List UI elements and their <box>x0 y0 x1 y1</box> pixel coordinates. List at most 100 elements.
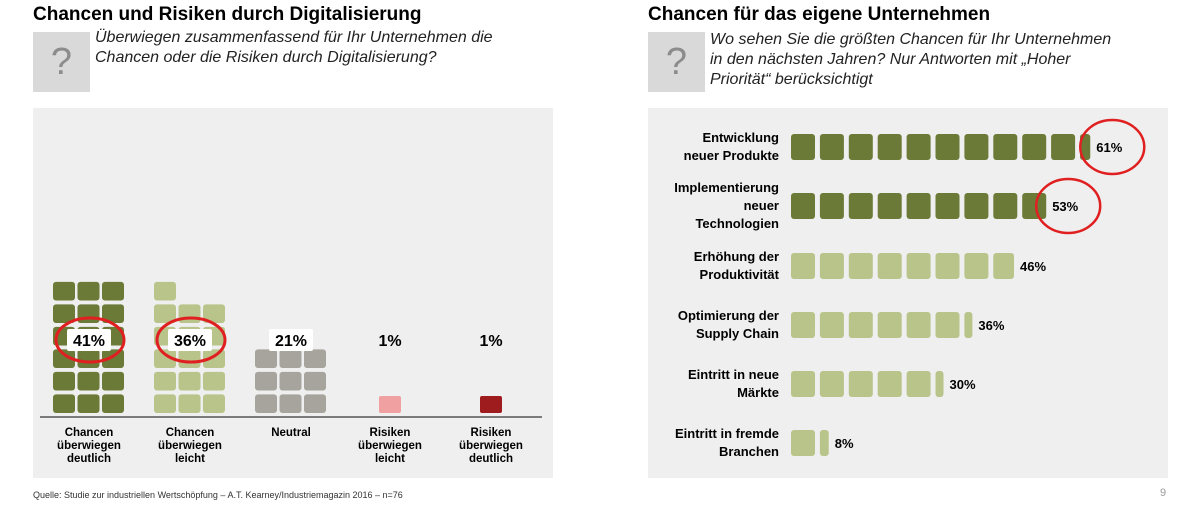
category-label: Chancen überwiegen leicht <box>158 427 222 465</box>
bar-cell <box>279 371 302 391</box>
bar-cell <box>1022 193 1047 219</box>
bar-1 <box>791 134 1091 160</box>
bar-cell <box>964 312 973 338</box>
data-label: 30% <box>950 377 976 392</box>
bar-cell <box>304 349 326 368</box>
bar-cell <box>203 304 225 323</box>
bar-cell <box>77 349 100 368</box>
bar-cell <box>848 193 873 219</box>
bar-cell <box>279 349 302 368</box>
bar-cell <box>480 396 502 413</box>
category-label: Chancen überwiegen deutlich <box>57 427 121 465</box>
bar-cell <box>102 304 124 323</box>
question-mark-icon: ? <box>648 32 705 92</box>
data-label: 46% <box>1020 259 1046 274</box>
bar-5 <box>791 371 944 397</box>
source-note: Quelle: Studie zur industriellen Wertsch… <box>33 490 403 500</box>
bar-cell <box>1051 134 1076 160</box>
bar-cell <box>203 394 225 413</box>
bar-cell <box>1080 134 1091 160</box>
data-label: 8% <box>835 436 854 451</box>
right-chart-panel <box>648 108 1168 478</box>
data-label: 41% <box>73 333 105 350</box>
bar-4 <box>379 396 401 413</box>
bar-cell <box>379 396 401 413</box>
highlight-circle <box>54 316 126 364</box>
data-label: 53% <box>1052 199 1078 214</box>
right-question-text: Wo sehen Sie die größten Chancen für Ihr… <box>710 31 1112 88</box>
left-chart-title: Chancen und Risiken durch Digitalisierun… <box>33 4 422 25</box>
bar-6 <box>791 430 829 456</box>
bar-cell <box>848 253 873 279</box>
left-bar-chart: 41% Chancen überwiegen deutlich 36% Chancen üb… <box>40 281 542 465</box>
question-mark-icon: ? <box>33 32 90 92</box>
data-label-background <box>168 329 212 351</box>
bar-cell <box>102 394 124 413</box>
data-label: 61% <box>1096 140 1122 155</box>
data-label-background <box>67 329 111 351</box>
bar-cell <box>877 134 902 160</box>
bar-cell <box>993 134 1018 160</box>
data-label: 36% <box>978 318 1004 333</box>
category-label: Eintritt in fremde Branchen <box>675 426 779 459</box>
bar-cell <box>848 371 873 397</box>
data-label: 1% <box>479 333 502 350</box>
bar-cell <box>178 371 201 391</box>
bar-cell <box>279 394 302 413</box>
bar-cell <box>819 312 844 338</box>
bar-cell <box>791 253 815 279</box>
category-label: Risiken überwiegen deutlich <box>459 427 523 465</box>
bar-cell <box>791 193 815 219</box>
bar-cell <box>935 371 944 397</box>
bar-cell <box>791 134 815 160</box>
bar-4 <box>791 312 973 338</box>
category-label: Neutral <box>271 427 311 439</box>
category-label: Implementierung neuer Technologien <box>674 180 779 231</box>
bar-cell <box>964 193 989 219</box>
bar-cell <box>848 312 873 338</box>
bar-cell <box>154 281 176 301</box>
bar-cell <box>993 253 1015 279</box>
bar-cell <box>964 134 989 160</box>
bar-cell <box>178 349 201 368</box>
bar-cell <box>906 371 931 397</box>
bar-cell <box>848 134 873 160</box>
bar-cell <box>935 253 960 279</box>
bar-cell <box>304 394 326 413</box>
bar-cell <box>154 349 176 368</box>
category-label: Entwicklung neuer Produkte <box>684 130 779 163</box>
bar-cell <box>1022 134 1047 160</box>
bar-cell <box>935 312 960 338</box>
bar-3 <box>255 349 326 413</box>
bar-cell <box>255 394 277 413</box>
bar-cell <box>53 281 75 301</box>
highlight-circle <box>1079 118 1146 176</box>
bar-cell <box>53 371 75 391</box>
bar-cell <box>877 253 902 279</box>
bar-cell <box>935 193 960 219</box>
right-bar-chart: 61% Entwicklung neuer Produkte 53% Implement… <box>674 118 1146 459</box>
bar-cell <box>77 394 100 413</box>
bar-cell <box>819 430 829 456</box>
bar-cell <box>154 371 176 391</box>
bar-cell <box>819 371 844 397</box>
bar-cell <box>102 371 124 391</box>
bar-cell <box>255 349 277 368</box>
bar-5 <box>480 396 502 413</box>
bar-cell <box>304 371 326 391</box>
right-chart-title: Chancen für das eigene Unternehmen <box>648 4 991 25</box>
bar-cell <box>877 312 902 338</box>
bar-cell <box>906 253 931 279</box>
bar-cell <box>906 193 931 219</box>
bar-cell <box>791 371 815 397</box>
bar-cell <box>255 371 277 391</box>
bar-cell <box>819 193 844 219</box>
data-label: 36% <box>174 333 206 350</box>
bar-cell <box>154 304 176 323</box>
bar-cell <box>77 281 100 301</box>
bar-cell <box>906 312 931 338</box>
data-label: 1% <box>378 333 401 350</box>
data-label-background <box>269 329 313 351</box>
page-number: 9 <box>1160 487 1167 499</box>
